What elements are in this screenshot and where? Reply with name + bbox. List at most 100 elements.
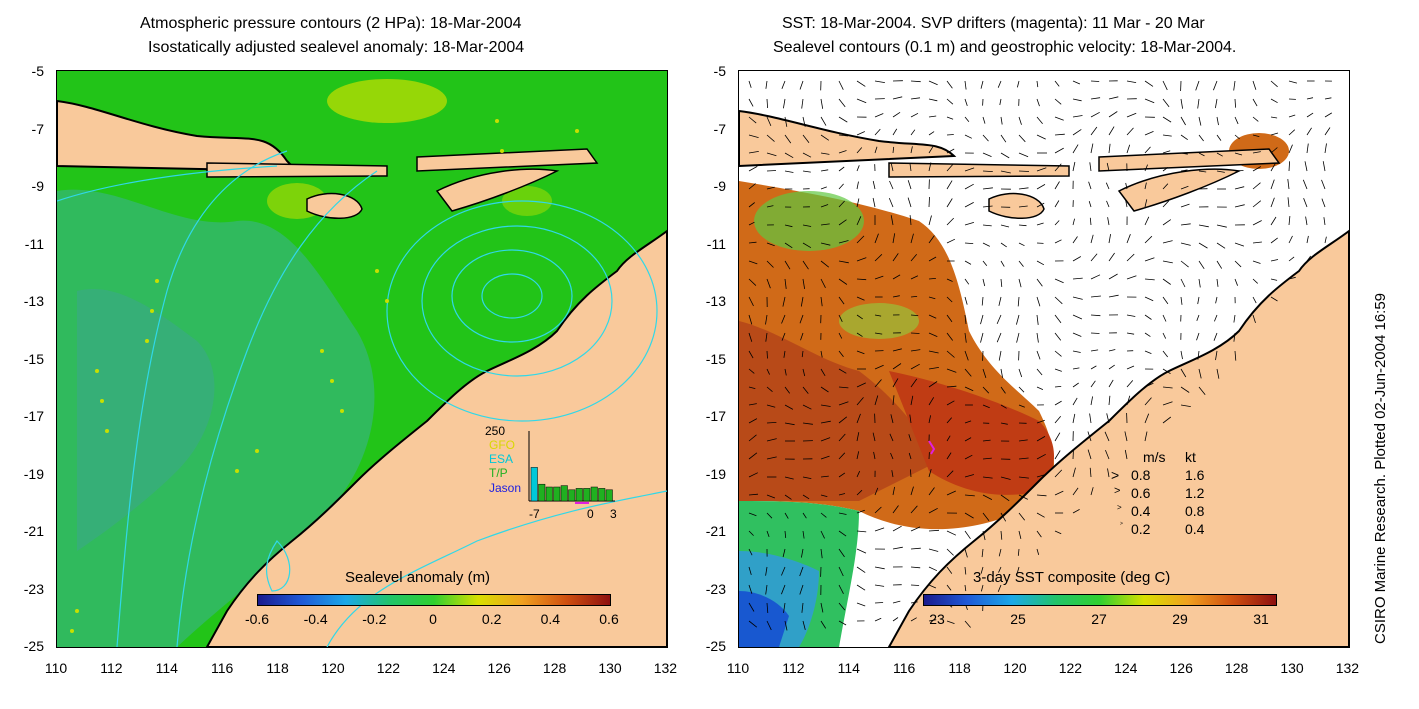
right-ytick-label: -13 [705,293,726,309]
inset-legend-esa: ESA [489,452,514,466]
credit-text: CSIRO Marine Research. Plotted 02-Jun-20… [1372,292,1389,644]
left-xtick-label: 114 [155,660,178,676]
speed-legend-ms: 0.8 [1131,467,1151,483]
left-xtick-label: 128 [542,660,567,676]
inset-histogram-bar [560,485,568,502]
right-ytick-label: -23 [705,580,726,597]
left-colorbar-tick: -0.6 [244,611,270,627]
left-ytick-label: -23 [23,580,44,597]
left-colorbar-tick: 0.4 [540,611,561,627]
right-xtick-label: 116 [893,660,916,676]
left-colorbar [257,594,611,606]
left-ytick-label: -7 [31,120,44,137]
left-xtick-label: 120 [321,660,345,676]
sst-map [739,71,1349,647]
inset-histogram-bar [553,486,561,502]
speed-legend-arrow-icon: > [1117,503,1122,512]
left-colorbar-tick: 0 [429,611,437,627]
left-colorbar-tick: 0.2 [481,611,502,627]
right-colorbar-tick: 31 [1253,611,1269,627]
left-ytick-label: -15 [23,350,44,367]
speed-legend-header-ms: m/s [1143,449,1166,465]
inset-histogram-bar [568,489,576,502]
right-xtick-label: 120 [1003,660,1027,676]
inset-histogram-bar [545,486,553,502]
right-ytick-label: -25 [705,638,726,654]
speed-legend-arrow-icon: > [1111,467,1120,483]
inset-ymax-label: 250 [485,424,506,438]
right-colorbar-tick: 29 [1172,611,1188,627]
left-title-line2: Isostatically adjusted sealevel anomaly:… [148,39,525,56]
right-ytick-label: -9 [713,178,726,194]
right-title-line1: SST: 18-Mar-2004. SVP drifters (magenta)… [782,15,1205,32]
right-xtick-label: 110 [726,660,750,676]
speed-legend-arrow-icon: > [1114,485,1121,497]
inset-xtick-min: -7 [529,507,540,521]
right-map-panel: m/s kt 0.8 1.6 >0.6 1.2 >0.4 0.8 >0.2 0.4 > 3-da… [738,70,1350,648]
left-map-panel: Sealevel anomaly (m) -0.6 -0.4 -0.2 0 0.2 0.4… [56,70,668,648]
inset-legend-tp: T/P [489,466,508,480]
left-xtick-label: 118 [266,660,289,676]
left-colorbar-label: Sealevel anomaly (m) [345,569,491,586]
left-xtick-label: 130 [598,660,622,676]
right-xtick-label: 126 [1169,660,1193,676]
right-xtick-label: 122 [1058,660,1083,676]
inset-histogram [528,431,615,504]
speed-legend-ms: 0.6 [1131,485,1151,501]
right-colorbar-tick: 27 [1091,611,1107,627]
left-colorbar-tick: -0.2 [362,611,387,627]
left-ytick-label: -17 [23,408,44,424]
left-xtick-label: 124 [432,660,456,676]
inset-histogram-bar [598,488,606,502]
left-ytick-label: -9 [31,178,44,194]
right-ytick-label: -7 [713,120,726,137]
right-colorbar-tick: 25 [1010,611,1026,627]
left-ytick-label: -19 [23,465,44,482]
inset-legend-jason: Jason [489,481,522,495]
inset-histogram-bar [605,489,613,502]
right-xtick-label: 124 [1114,660,1138,676]
right-ytick-label: -17 [705,408,726,424]
right-colorbar [923,594,1277,606]
left-title-line1: Atmospheric pressure contours (2 HPa): 1… [140,15,522,32]
left-colorbar-tick: -0.4 [303,611,328,627]
left-ytick-label: -25 [23,638,44,654]
right-ytick-label: -21 [705,523,726,539]
right-ytick-label: -5 [713,63,726,79]
left-ytick-label: -13 [23,293,44,309]
inset-histogram-bar [583,488,591,502]
right-ytick-label: -19 [705,465,726,482]
speed-legend-ms: 0.4 [1131,503,1151,519]
speed-legend-header-kt: kt [1185,449,1196,465]
left-colorbar-tick: 0.6 [599,611,619,627]
speed-legend-ms: 0.2 [1131,521,1151,537]
left-xtick-label: 122 [376,660,401,676]
speed-legend-arrow-icon: > [1120,521,1123,527]
speed-legend-kt: 1.6 [1185,467,1205,483]
right-title-line2: Sealevel contours (0.1 m) and geostrophi… [773,39,1237,56]
left-ytick-label: -21 [23,523,44,539]
right-xtick-label: 128 [1224,660,1249,676]
right-colorbar-label: 3-day SST composite (deg C) [973,569,1171,586]
right-xtick-label: 114 [837,660,860,676]
speed-legend-kt: 0.8 [1185,503,1205,519]
left-xtick-label: 132 [653,660,678,676]
right-ytick-label: -15 [705,350,726,367]
right-xtick-label: 112 [782,660,805,676]
right-xtick-label: 118 [948,660,971,676]
speed-legend-kt: 1.2 [1185,485,1205,501]
inset-histogram-bar [590,486,598,502]
left-ytick-label: -5 [31,63,44,79]
left-xtick-label: 112 [100,660,123,676]
inset-xtick-max: 3 [610,507,617,521]
right-xtick-label: 130 [1280,660,1304,676]
left-ytick-label: -11 [24,235,44,252]
inset-histogram-bar [575,488,583,502]
right-colorbar-tick: 23 [929,611,945,627]
right-xtick-label: 132 [1335,660,1360,676]
right-ytick-label: -11 [706,235,726,252]
left-xtick-label: 126 [487,660,511,676]
left-xtick-label: 110 [44,660,68,676]
inset-xtick-zero: 0 [587,507,594,521]
left-xtick-label: 116 [211,660,234,676]
